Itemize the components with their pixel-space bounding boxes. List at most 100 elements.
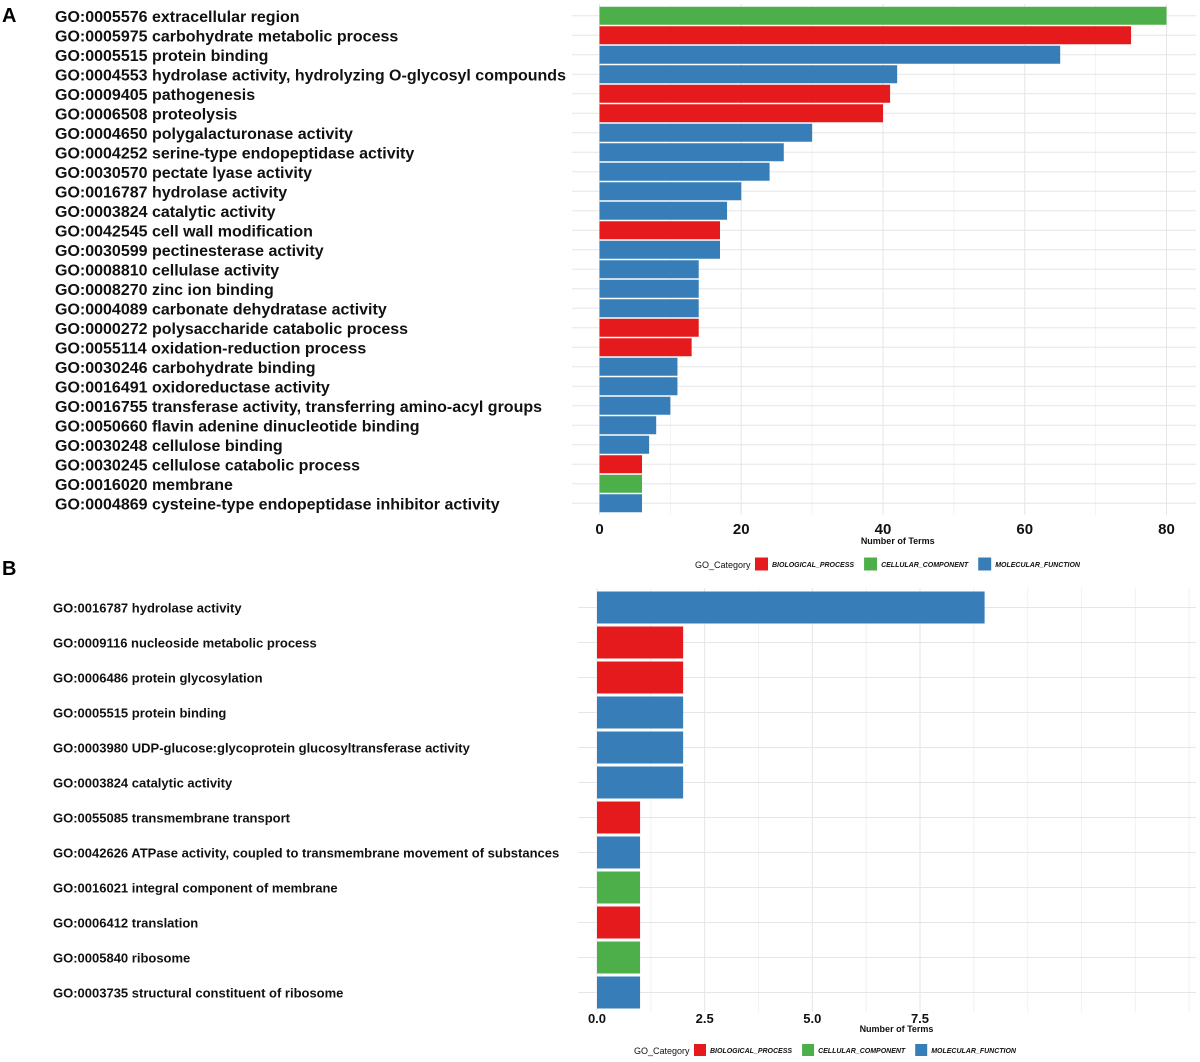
category-label: GO:0050660 flavin adenine dinucleotide b… xyxy=(55,418,420,435)
legend-swatch xyxy=(864,557,878,571)
bar xyxy=(599,143,784,162)
x-tick-label: 80 xyxy=(1158,521,1175,538)
legend-item-label: CELLULAR_COMPONENT xyxy=(881,562,969,569)
category-label: GO:0009116 nucleoside metabolic process xyxy=(53,636,317,651)
category-label: GO:0055085 transmembrane transport xyxy=(53,811,291,826)
bar xyxy=(597,626,684,659)
legend-item-label: MOLECULAR_FUNCTION xyxy=(995,562,1081,569)
category-label: GO:0000272 polysaccharide catabolic proc… xyxy=(55,321,408,338)
bar xyxy=(599,65,898,84)
category-label: GO:0005515 protein binding xyxy=(55,48,268,65)
bar xyxy=(599,299,699,318)
x-tick-label: 2.5 xyxy=(696,1011,714,1026)
legend-swatch xyxy=(978,557,992,571)
legend-item-label: CELLULAR_COMPONENT xyxy=(818,1048,906,1055)
bar xyxy=(599,279,699,298)
category-label: GO:0003735 structural constituent of rib… xyxy=(53,986,343,1001)
bar xyxy=(597,941,641,974)
bar xyxy=(597,591,985,624)
legend-swatch xyxy=(915,1044,928,1056)
bar xyxy=(599,240,720,259)
bar xyxy=(599,377,678,396)
category-label: GO:0005515 protein binding xyxy=(53,706,226,721)
category-label: GO:0006486 protein glycosylation xyxy=(53,671,263,686)
bar xyxy=(599,104,883,123)
bar xyxy=(599,474,643,493)
category-label: GO:0003824 catalytic activity xyxy=(53,776,233,791)
legend-swatch xyxy=(802,1044,815,1056)
bar xyxy=(599,26,1132,45)
category-label: GO:0016787 hydrolase activity xyxy=(55,184,287,201)
category-label: GO:0004650 polygalacturonase activity xyxy=(55,126,353,143)
category-label: GO:0009405 pathogenesis xyxy=(55,87,255,104)
category-label: GO:0006412 translation xyxy=(53,916,198,931)
category-label: GO:0030246 carbohydrate binding xyxy=(55,360,316,377)
category-label: GO:0008270 zinc ion binding xyxy=(55,282,274,299)
legend-item-label: BIOLOGICAL_PROCESS xyxy=(710,1048,792,1055)
bar xyxy=(599,84,891,103)
category-label: GO:0016020 membrane xyxy=(55,477,233,494)
bar xyxy=(597,836,641,869)
bar xyxy=(599,45,1061,64)
category-label: GO:0030245 cellulose catabolic process xyxy=(55,457,360,474)
category-label: GO:0030570 pectate lyase activity xyxy=(55,165,312,182)
x-tick-label: 5.0 xyxy=(803,1011,821,1026)
category-label: GO:0004869 cysteine-type endopeptidase i… xyxy=(55,496,500,513)
bar xyxy=(599,123,813,142)
panel-a-label: A xyxy=(2,5,16,27)
bar xyxy=(599,182,742,201)
bar xyxy=(599,162,770,181)
category-label: GO:0003824 catalytic activity xyxy=(55,204,276,221)
legend-item-label: BIOLOGICAL_PROCESS xyxy=(772,562,854,569)
category-label: GO:0030248 cellulose binding xyxy=(55,438,283,455)
category-label: GO:0008810 cellulase activity xyxy=(55,262,279,279)
category-label: GO:0030599 pectinesterase activity xyxy=(55,243,324,260)
bar xyxy=(599,435,650,454)
x-tick-label: 60 xyxy=(1016,521,1033,538)
bar xyxy=(599,494,643,513)
legend-title: GO_Category xyxy=(634,1046,690,1056)
bar xyxy=(597,871,641,904)
category-label: GO:0006508 proteolysis xyxy=(55,106,237,123)
category-label: GO:0005840 ribosome xyxy=(53,951,190,966)
bar xyxy=(599,357,678,376)
bar xyxy=(599,6,1167,25)
bar xyxy=(599,201,728,220)
legend-swatch xyxy=(755,557,768,571)
panel-a-chart: 0 20 40 60 80 GO:0005576 extracellular region… xyxy=(55,4,1196,571)
category-label: GO:0005576 extracellular region xyxy=(55,9,300,26)
bar xyxy=(597,661,684,694)
bar xyxy=(597,731,684,764)
x-axis-title: Number of Terms xyxy=(860,1024,934,1034)
legend-item-label: MOLECULAR_FUNCTION xyxy=(931,1048,1017,1055)
category-label: GO:0042626 ATPase activity, coupled to t… xyxy=(53,846,559,861)
bar xyxy=(599,318,699,337)
panel-b-label: B xyxy=(2,558,16,580)
bar xyxy=(599,338,692,357)
bar xyxy=(599,416,657,435)
category-label: GO:0005975 carbohydrate metabolic proces… xyxy=(55,28,398,45)
x-axis-title: Number of Terms xyxy=(861,536,935,546)
x-tick-label: 0 xyxy=(595,521,603,538)
legend-title: GO_Category xyxy=(695,560,751,570)
bar xyxy=(599,260,699,279)
bar xyxy=(597,801,641,834)
bar xyxy=(597,696,684,729)
x-tick-label: 0.0 xyxy=(588,1011,606,1026)
category-label: GO:0016021 integral component of membran… xyxy=(53,881,338,896)
panel-b-chart: 0.0 2.5 5.0 7.5 GO:0016787 hydrolase activit… xyxy=(53,588,1196,1056)
legend-swatch xyxy=(694,1044,706,1056)
x-tick-label: 7.5 xyxy=(911,1011,929,1026)
category-label: GO:0016755 transferase activity, transfe… xyxy=(55,399,542,416)
category-label: GO:0004252 serine-type endopeptidase act… xyxy=(55,145,414,162)
bar xyxy=(599,455,643,474)
category-label: GO:0016787 hydrolase activity xyxy=(53,601,242,616)
bar xyxy=(599,396,671,415)
category-label: GO:0055114 oxidation-reduction process xyxy=(55,340,366,357)
bar xyxy=(597,906,641,939)
bar xyxy=(597,766,684,799)
category-label: GO:0004553 hydrolase activity, hydrolyzi… xyxy=(55,67,566,84)
x-tick-label: 40 xyxy=(875,521,892,538)
bar xyxy=(597,976,641,1009)
